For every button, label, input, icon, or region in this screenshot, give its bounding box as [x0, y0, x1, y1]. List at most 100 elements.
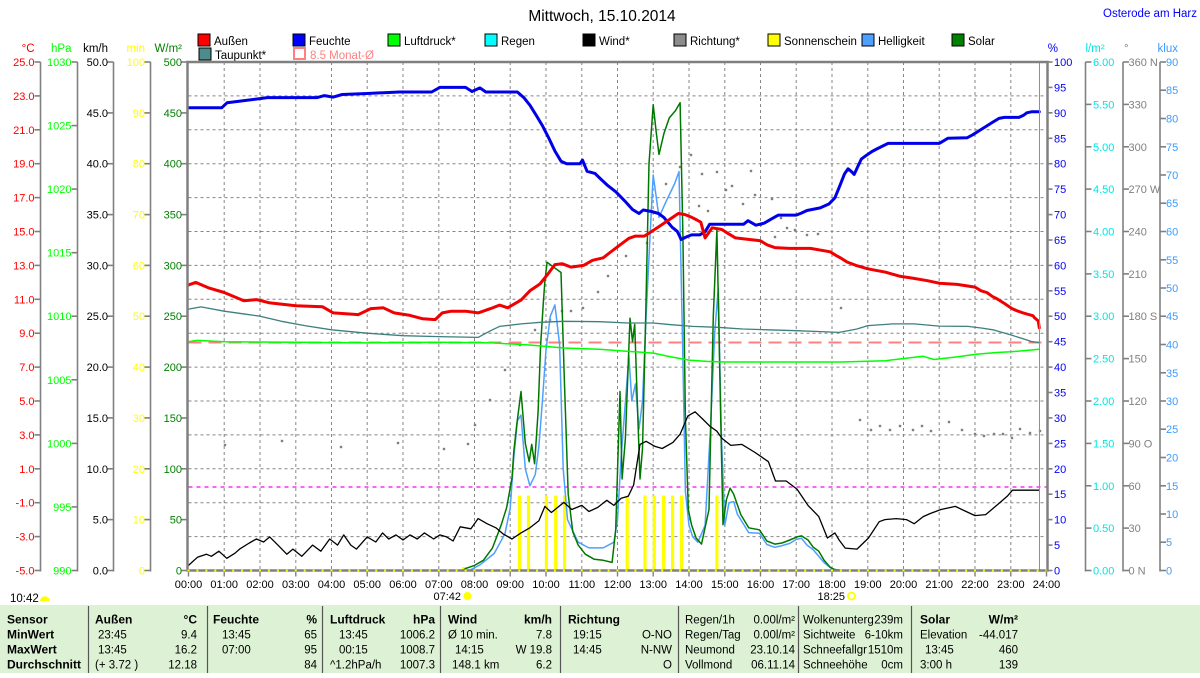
svg-text:40.0: 40.0	[87, 159, 108, 171]
svg-text:0.00l/m²: 0.00l/m²	[753, 615, 795, 627]
svg-text:Wind: Wind	[448, 613, 477, 627]
svg-text:30: 30	[133, 413, 145, 425]
svg-text:Elevation: Elevation	[920, 630, 967, 642]
svg-text:6.00: 6.00	[1093, 57, 1114, 69]
svg-text:(+ 3.72 ): (+ 3.72 )	[95, 660, 138, 672]
svg-text:995: 995	[53, 502, 71, 514]
svg-text:55: 55	[1166, 255, 1178, 267]
svg-text:1510m: 1510m	[868, 645, 903, 657]
svg-text:0.50: 0.50	[1093, 523, 1114, 535]
svg-text:00:00: 00:00	[175, 579, 203, 591]
svg-text:65: 65	[1166, 198, 1178, 210]
svg-text:15:00: 15:00	[711, 579, 739, 591]
svg-text:180 S: 180 S	[1129, 311, 1158, 323]
svg-text:35: 35	[1166, 368, 1178, 380]
svg-text:Schneefallgr: Schneefallgr	[803, 645, 867, 657]
svg-text:6-10km: 6-10km	[865, 630, 903, 642]
svg-text:-3.0: -3.0	[16, 532, 35, 544]
svg-text:09:00: 09:00	[496, 579, 524, 591]
svg-text:0.00: 0.00	[1093, 566, 1114, 578]
svg-text:50: 50	[133, 311, 145, 323]
svg-text:Solar: Solar	[968, 36, 995, 48]
svg-text:14:15: 14:15	[455, 645, 484, 657]
svg-text:300: 300	[1129, 142, 1147, 154]
svg-text:06:00: 06:00	[389, 579, 417, 591]
svg-text:10:42: 10:42	[10, 593, 39, 605]
svg-text:Sonnenschein: Sonnenschein	[784, 36, 857, 48]
svg-text:60: 60	[1129, 481, 1141, 493]
svg-text:10: 10	[1054, 515, 1066, 527]
svg-text:10.0: 10.0	[87, 464, 108, 476]
svg-text:990: 990	[53, 566, 71, 578]
svg-text:Wind*: Wind*	[599, 36, 630, 48]
svg-text:25: 25	[1166, 424, 1178, 436]
svg-text:460: 460	[999, 645, 1018, 657]
svg-text:23:45: 23:45	[98, 630, 127, 642]
svg-text:84: 84	[304, 660, 317, 672]
svg-text:10:00: 10:00	[532, 579, 560, 591]
svg-text:65: 65	[304, 630, 317, 642]
svg-text:50: 50	[1166, 283, 1178, 295]
svg-text:km/h: km/h	[83, 43, 108, 55]
svg-text:klux: klux	[1158, 43, 1179, 55]
svg-text:100: 100	[164, 464, 182, 476]
svg-text:1008.7: 1008.7	[400, 645, 435, 657]
svg-text:100: 100	[1054, 57, 1072, 69]
svg-text:500: 500	[164, 57, 182, 69]
svg-text:85: 85	[1166, 85, 1178, 97]
svg-text:239m: 239m	[874, 615, 903, 627]
svg-text:5.0: 5.0	[19, 396, 34, 408]
svg-text:300: 300	[164, 260, 182, 272]
svg-text:5: 5	[1166, 537, 1172, 549]
svg-text:21.0: 21.0	[13, 125, 34, 137]
svg-text:330: 330	[1129, 99, 1147, 111]
svg-text:Schneehöhe: Schneehöhe	[803, 660, 868, 672]
svg-text:350: 350	[164, 210, 182, 222]
svg-text:Wolkenunterg: Wolkenunterg	[803, 615, 874, 627]
svg-text:15: 15	[1166, 481, 1178, 493]
svg-text:Richtung*: Richtung*	[690, 36, 740, 48]
svg-text:MaxWert: MaxWert	[7, 643, 57, 657]
svg-text:°C: °C	[22, 43, 35, 55]
svg-text:1.00: 1.00	[1093, 481, 1114, 493]
svg-text:02:00: 02:00	[246, 579, 274, 591]
svg-text:Feuchte: Feuchte	[213, 613, 259, 627]
svg-text:N-NW: N-NW	[641, 645, 672, 657]
svg-text:450: 450	[164, 108, 182, 120]
svg-text:1015: 1015	[47, 248, 71, 260]
svg-text:18:00: 18:00	[818, 579, 846, 591]
svg-text:2.00: 2.00	[1093, 396, 1114, 408]
svg-text:85: 85	[1054, 133, 1066, 145]
svg-text:45: 45	[1054, 337, 1066, 349]
svg-text:hPa: hPa	[51, 43, 72, 55]
svg-text:00:15: 00:15	[339, 645, 368, 657]
svg-text:35.0: 35.0	[87, 210, 108, 222]
svg-text:120: 120	[1129, 396, 1147, 408]
svg-text:65: 65	[1054, 235, 1066, 247]
svg-text:5.00: 5.00	[1093, 142, 1114, 154]
svg-text:min: min	[126, 43, 145, 55]
svg-text:07:42: 07:42	[433, 591, 461, 603]
svg-text:13:45: 13:45	[98, 645, 127, 657]
svg-text:06.11.14: 06.11.14	[751, 660, 796, 672]
svg-text:90: 90	[1166, 57, 1178, 69]
svg-text:55: 55	[1054, 286, 1066, 298]
svg-text:270 W: 270 W	[1129, 184, 1161, 196]
svg-text:75: 75	[1166, 142, 1178, 154]
svg-text:35: 35	[1054, 388, 1066, 400]
svg-text:Außen: Außen	[95, 613, 132, 627]
svg-text:13:45: 13:45	[339, 630, 368, 642]
svg-text:20:00: 20:00	[890, 579, 918, 591]
svg-text:40: 40	[1166, 340, 1178, 352]
svg-text:12:00: 12:00	[604, 579, 632, 591]
svg-text:45: 45	[1166, 311, 1178, 323]
svg-text:W/m²: W/m²	[155, 43, 183, 55]
svg-text:0.00l/m²: 0.00l/m²	[753, 630, 795, 642]
svg-text:60: 60	[1054, 260, 1066, 272]
svg-text:°C: °C	[184, 613, 198, 627]
svg-text:Regen: Regen	[501, 36, 535, 48]
svg-text:08:00: 08:00	[461, 579, 489, 591]
svg-text:13:45: 13:45	[222, 630, 251, 642]
svg-text:^1.2hPa/h: ^1.2hPa/h	[330, 660, 381, 672]
svg-text:30: 30	[1166, 396, 1178, 408]
